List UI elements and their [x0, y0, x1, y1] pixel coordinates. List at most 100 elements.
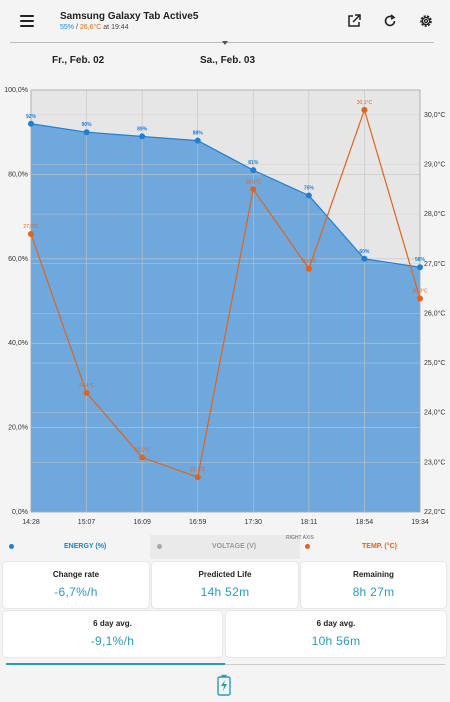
- remaining-card: Remaining 8h 27m: [301, 562, 446, 608]
- energy-point: [28, 120, 34, 127]
- battery-chart[interactable]: 92% 90% 89% 88% 81% 75% 60% 58% 27,6°C 24,4°C 23,1…: [0, 80, 450, 536]
- x-axis-tick-label: 15:07: [78, 519, 96, 526]
- temp-data-label: 22,7°C: [190, 467, 206, 473]
- temp-point: [28, 230, 34, 237]
- energy-point: [139, 133, 146, 140]
- temp-point: [361, 106, 368, 113]
- date-label-right: Sa., Feb. 03: [200, 55, 256, 66]
- left-axis-tick-label: 60,0%: [8, 256, 28, 263]
- temp-data-label: 30,1°C: [357, 100, 373, 106]
- x-axis-tick-label: 16:09: [133, 519, 151, 526]
- right-axis-tick-label: 28,0°C: [424, 210, 445, 218]
- right-axis-tick-label: 24,0°C: [424, 409, 445, 417]
- temp-point: [417, 295, 423, 302]
- left-axis-tick-label: 0,0%: [12, 509, 28, 516]
- energy-point: [194, 137, 201, 144]
- energy-data-label: 90%: [82, 122, 93, 128]
- refresh-icon[interactable]: [382, 13, 398, 29]
- voltage-legend-dot: [157, 544, 162, 549]
- avg-rate-label: 6 day avg.: [93, 619, 132, 628]
- tab-indicator-active: [6, 663, 225, 665]
- change-rate-value: -6,7%/h: [54, 585, 98, 599]
- energy-data-label: 88%: [193, 131, 204, 137]
- temp-point: [305, 265, 312, 272]
- subtitle-separator: /: [74, 24, 80, 31]
- energy-data-label: 60%: [359, 249, 370, 255]
- temp-line: [30, 107, 421, 479]
- energy-line: [30, 123, 421, 268]
- chart-legend: ENERGY (%) VOLTAGE (V) RIGHT AXIS TEMP. …: [0, 535, 450, 559]
- energy-point: [305, 192, 312, 199]
- left-axis-tick-label: 20,0%: [8, 425, 28, 432]
- timeline-marker: [222, 41, 228, 45]
- right-axis-label: RIGHT AXIS: [286, 535, 314, 541]
- avg-life-card: 6 day avg. 10h 56m: [226, 611, 446, 657]
- left-axis-tick-label: 80,0%: [8, 171, 28, 178]
- avg-rate-value: -9,1%/h: [90, 634, 135, 648]
- x-axis-tick-label: 19:34: [411, 519, 429, 526]
- temp-point: [83, 389, 90, 396]
- energy-area: [31, 123, 420, 512]
- avg-life-label: 6 day avg.: [316, 619, 356, 628]
- right-axis-tick-label: 30,0°C: [424, 111, 445, 119]
- energy-data-label: 92%: [26, 114, 37, 120]
- energy-legend-dot: [9, 544, 14, 549]
- right-axis-tick-label: 29,0°C: [424, 160, 445, 168]
- x-axis-tick-label: 14:28: [22, 519, 40, 526]
- avg-life-value: 10h 56m: [311, 634, 361, 648]
- temp-point: [139, 454, 146, 461]
- predicted-life-card: Predicted Life 14h 52m: [152, 562, 298, 608]
- legend-temp[interactable]: TEMP. (°C): [362, 543, 397, 550]
- x-axis-tick-label: 18:11: [300, 519, 317, 526]
- battery-icon[interactable]: [217, 674, 231, 696]
- temp-data-label: 26,9°C: [301, 259, 317, 265]
- temp-point: [250, 186, 257, 193]
- open-external-icon[interactable]: [346, 13, 362, 29]
- x-axis-tick-label: 18:54: [356, 519, 374, 526]
- predicted-life-value: 14h 52m: [200, 585, 250, 599]
- legend-voltage-bg: [150, 535, 300, 559]
- right-axis-tick-label: 25,0°C: [424, 359, 445, 367]
- right-axis-tick-label: 22,0°C: [424, 508, 445, 516]
- energy-data-label: 58%: [415, 257, 426, 263]
- x-axis-tick-label: 17:30: [245, 519, 263, 526]
- energy-point: [250, 167, 257, 174]
- legend-energy[interactable]: ENERGY (%): [64, 543, 107, 550]
- energy-data-label: 89%: [137, 126, 148, 132]
- right-axis-tick-label: 23,0°C: [424, 458, 445, 466]
- avg-rate-card: 6 day avg. -9,1%/h: [3, 611, 222, 657]
- predicted-life-label: Predicted Life: [198, 570, 252, 579]
- energy-data-label: 81%: [248, 160, 259, 166]
- date-label-left: Fr., Feb. 02: [52, 55, 105, 66]
- x-axis-tick-label: 16:59: [189, 519, 207, 526]
- left-axis-tick-label: 40,0%: [8, 340, 28, 347]
- remaining-label: Remaining: [353, 570, 394, 579]
- temp-data-label: 24,4°C: [79, 383, 95, 389]
- device-title: Samsung Galaxy Tab Active5: [60, 11, 199, 22]
- menu-icon[interactable]: [20, 15, 34, 27]
- right-axis-tick-label: 27,0°C: [424, 260, 445, 268]
- right-axis-tick-label: 26,0°C: [424, 309, 445, 317]
- energy-point: [83, 129, 90, 136]
- temp-data-label: 28,5°C: [246, 179, 262, 185]
- temp-data-label: 23,1°C: [134, 447, 150, 453]
- battery-temperature: 26,6°C: [79, 24, 102, 31]
- temp-legend-dot: [305, 544, 310, 549]
- tab-indicator: [225, 664, 445, 665]
- settings-icon[interactable]: [418, 13, 434, 29]
- change-rate-label: Change rate: [52, 570, 100, 579]
- left-axis-tick-label: 100,0%: [4, 87, 28, 94]
- change-rate-card: Change rate -6,7%/h: [3, 562, 149, 608]
- energy-data-label: 75%: [304, 186, 315, 192]
- app-bar: Samsung Galaxy Tab Active5 55% / 26,6°C …: [0, 0, 450, 44]
- status-subtitle: 55% / 26,6°C at 19:44: [60, 24, 129, 31]
- energy-point: [417, 264, 423, 271]
- battery-percent: 55%: [60, 24, 75, 31]
- legend-voltage[interactable]: VOLTAGE (V): [212, 543, 257, 550]
- update-time: at 19:44: [101, 24, 129, 31]
- remaining-value: 8h 27m: [352, 585, 395, 599]
- temp-point: [194, 474, 201, 481]
- temp-data-label: 27,6°C: [23, 224, 39, 230]
- temp-data-label: 26,3°C: [412, 289, 428, 295]
- energy-point: [361, 255, 368, 262]
